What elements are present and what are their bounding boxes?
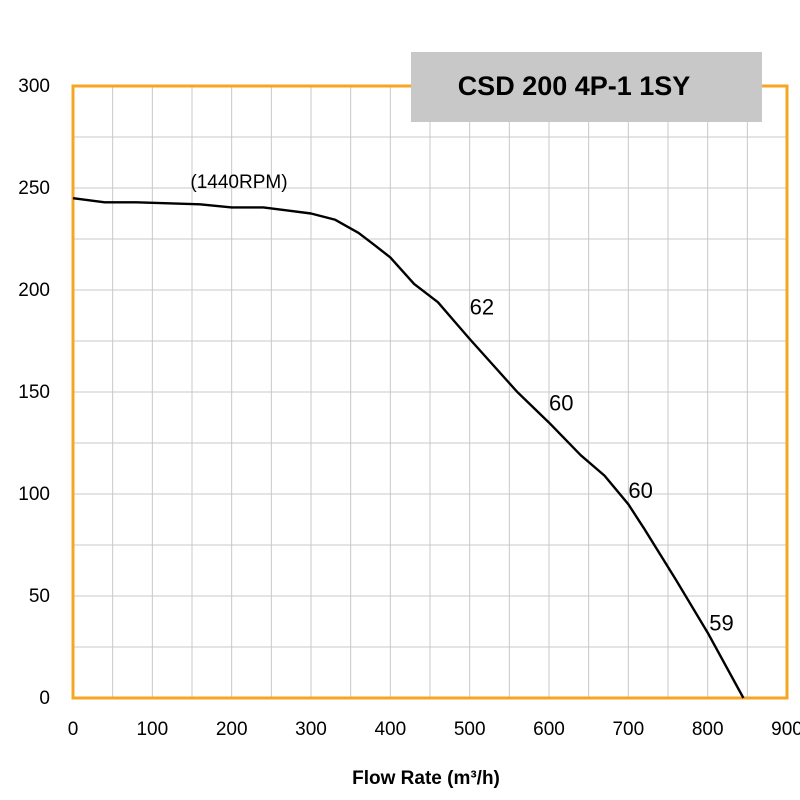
y-tick-label: 100	[18, 484, 50, 505]
x-tick-label: 900	[771, 719, 800, 740]
y-tick-label: 250	[18, 178, 50, 199]
y-tick-label: 50	[29, 586, 50, 607]
x-tick-label: 400	[374, 719, 406, 740]
chart-title: CSD 200 4P-1 1SY	[458, 71, 691, 101]
x-tick-label: 0	[68, 719, 79, 740]
x-tick-label: 100	[136, 719, 168, 740]
efficiency-annotation: 60	[549, 390, 573, 415]
x-tick-label: 300	[295, 719, 327, 740]
chart-title-box: CSD 200 4P-1 1SY	[411, 52, 762, 122]
title-background	[411, 52, 762, 122]
x-tick-label: 700	[612, 719, 644, 740]
y-tick-label: 150	[18, 382, 50, 403]
series	[72, 197, 745, 699]
y-tick-label: 0	[39, 688, 50, 709]
annotations: (1440RPM) 62 60 60 59	[190, 172, 733, 636]
x-tick-label: 800	[692, 719, 724, 740]
speed-annotation: (1440RPM)	[190, 172, 287, 193]
grid	[73, 86, 787, 698]
y-tick-label: 200	[18, 280, 50, 301]
x-tick-label: 600	[533, 719, 565, 740]
efficiency-annotation: 62	[470, 294, 494, 319]
x-tick-label: 200	[216, 719, 248, 740]
x-tick-label: 500	[454, 719, 486, 740]
x-axis-label: Flow Rate (m³/h)	[352, 768, 500, 789]
efficiency-annotation: 59	[709, 611, 733, 636]
x-axis-ticks: 0 100 200 300 400 500 600 700 800 900	[68, 719, 800, 740]
y-tick-label: 300	[18, 76, 50, 97]
series-line	[72, 197, 745, 699]
y-axis-ticks: 0 50 100 150 200 250 300	[18, 76, 50, 709]
efficiency-annotation: 60	[628, 478, 652, 503]
